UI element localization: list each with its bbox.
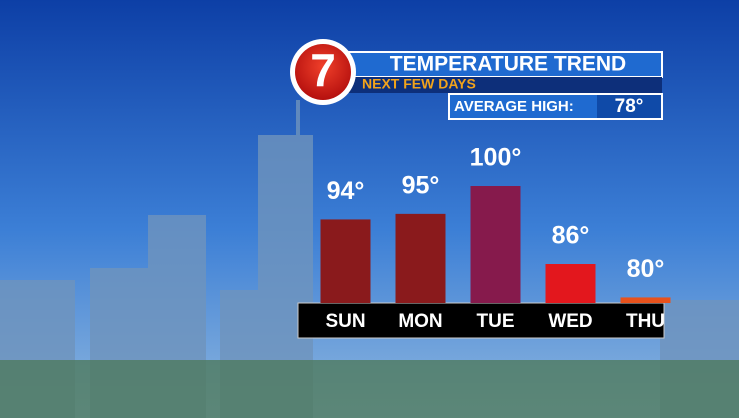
trees [0, 360, 739, 418]
value-label: 86° [552, 222, 590, 250]
x-tick-label: SUN [325, 311, 365, 332]
x-tick-label: WED [548, 311, 592, 332]
average-value-box [597, 95, 661, 118]
subtitle: NEXT FEW DAYS [362, 76, 476, 92]
x-tick-label: TUE [477, 311, 515, 332]
value-label: 94° [327, 177, 365, 205]
category-strip [297, 302, 665, 339]
average-label: AVERAGE HIGH: [454, 98, 574, 115]
bar [470, 186, 521, 303]
x-tick-label: MON [398, 311, 442, 332]
logo [295, 44, 351, 100]
title: TEMPERATURE TREND [390, 53, 626, 76]
bar [395, 213, 446, 303]
logo-text: 7 [310, 44, 336, 96]
bar [620, 297, 671, 303]
x-tick-label: THU [626, 311, 665, 332]
value-label: 95° [402, 171, 440, 199]
bar [545, 264, 596, 303]
subtitle-box [348, 77, 662, 93]
value-label: 80° [627, 255, 665, 283]
bar [320, 219, 371, 303]
average-value: 78° [615, 96, 644, 117]
value-label: 100° [470, 144, 522, 172]
